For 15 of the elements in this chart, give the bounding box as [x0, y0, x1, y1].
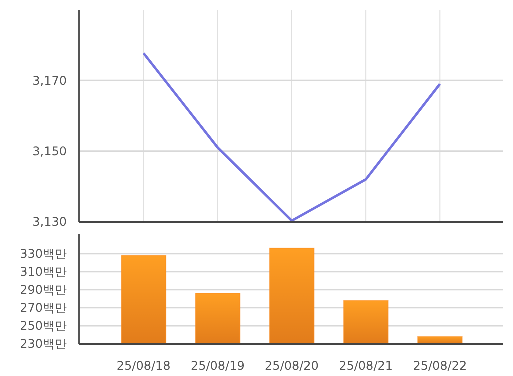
y-tick-label: 3,130 — [32, 215, 67, 230]
x-tick-label: 25/08/18 — [116, 359, 171, 373]
x-tick-label: 25/08/22 — [413, 359, 468, 373]
y-tick-label: 230백만 — [20, 337, 67, 352]
y-tick-label: 3,150 — [32, 144, 67, 159]
y-tick-label: 250백만 — [20, 319, 67, 334]
y-tick-label: 330백만 — [20, 247, 67, 262]
y-tick-label: 3,170 — [32, 74, 67, 88]
x-tick-label: 25/08/21 — [339, 359, 394, 373]
y-tick-label: 290백만 — [20, 283, 67, 298]
x-tick-label: 25/08/20 — [265, 359, 319, 373]
y-tick-label: 310백만 — [20, 265, 67, 280]
line-series — [142, 52, 442, 222]
y-tick-label: 270백만 — [20, 301, 67, 316]
x-tick-label: 25/08/19 — [190, 359, 245, 373]
